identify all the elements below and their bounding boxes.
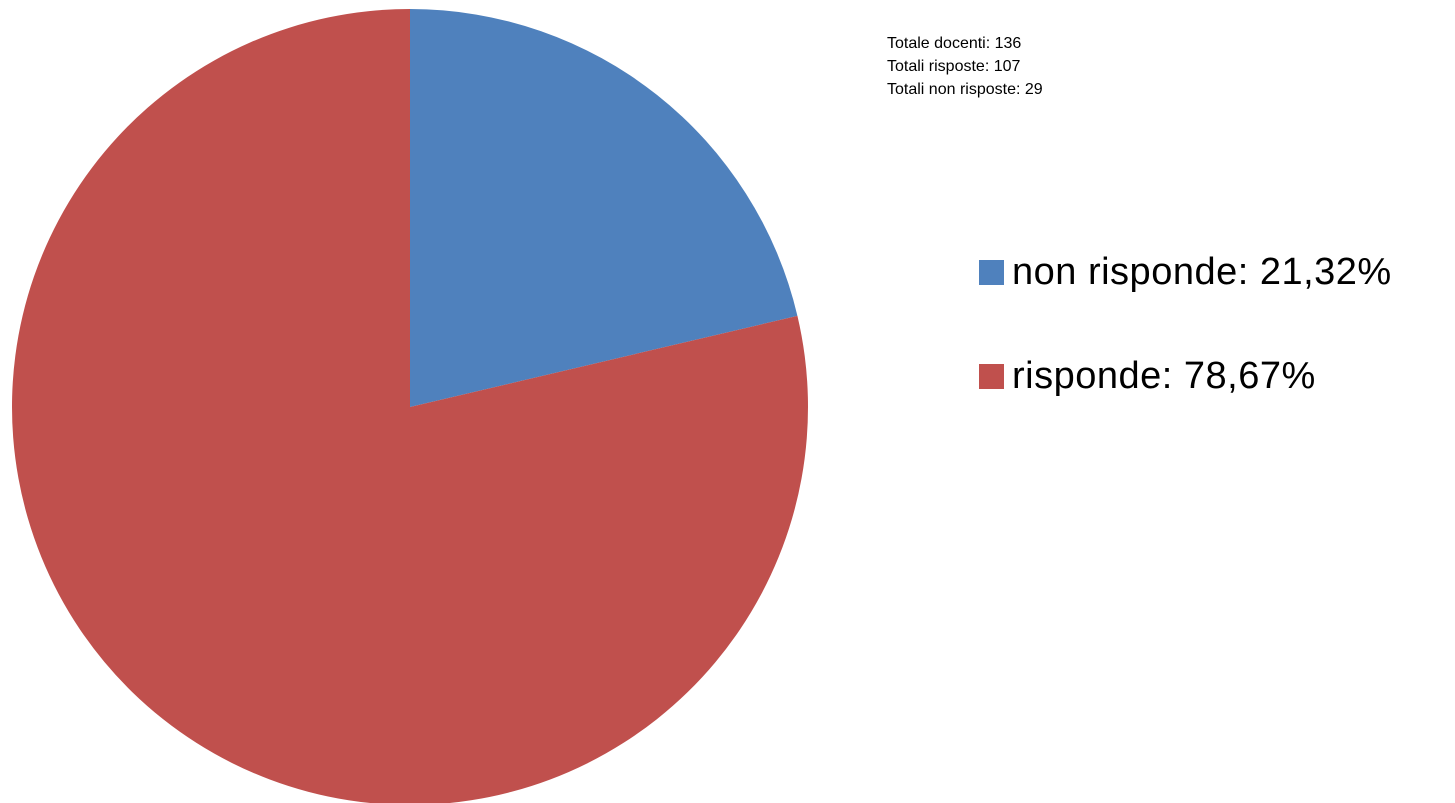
pie-slice-risponde <box>12 9 808 803</box>
chart-legend: non risponde: 21,32% risponde: 78,67% <box>979 232 1392 416</box>
legend-swatch-risponde <box>979 363 1004 389</box>
total-responses-text: Totali risposte: 107 <box>887 58 1021 75</box>
total-non-responses-text: Totali non risposte: 29 <box>887 81 1043 98</box>
total-teachers-text: Totale docenti: 136 <box>887 35 1022 52</box>
pie-slice-non-risponde <box>410 9 798 407</box>
summary-stats: Totale docenti: 136 Totali risposte: 107… <box>887 32 1043 101</box>
legend-item-non-risponde: non risponde: 21,32% <box>979 232 1392 312</box>
legend-item-risponde: risponde: 78,67% <box>979 336 1392 416</box>
legend-swatch-non-risponde <box>979 259 1004 285</box>
legend-label-risponde: risponde: 78,67% <box>1012 354 1316 397</box>
legend-label-non-risponde: non risponde: 21,32% <box>1012 250 1392 293</box>
